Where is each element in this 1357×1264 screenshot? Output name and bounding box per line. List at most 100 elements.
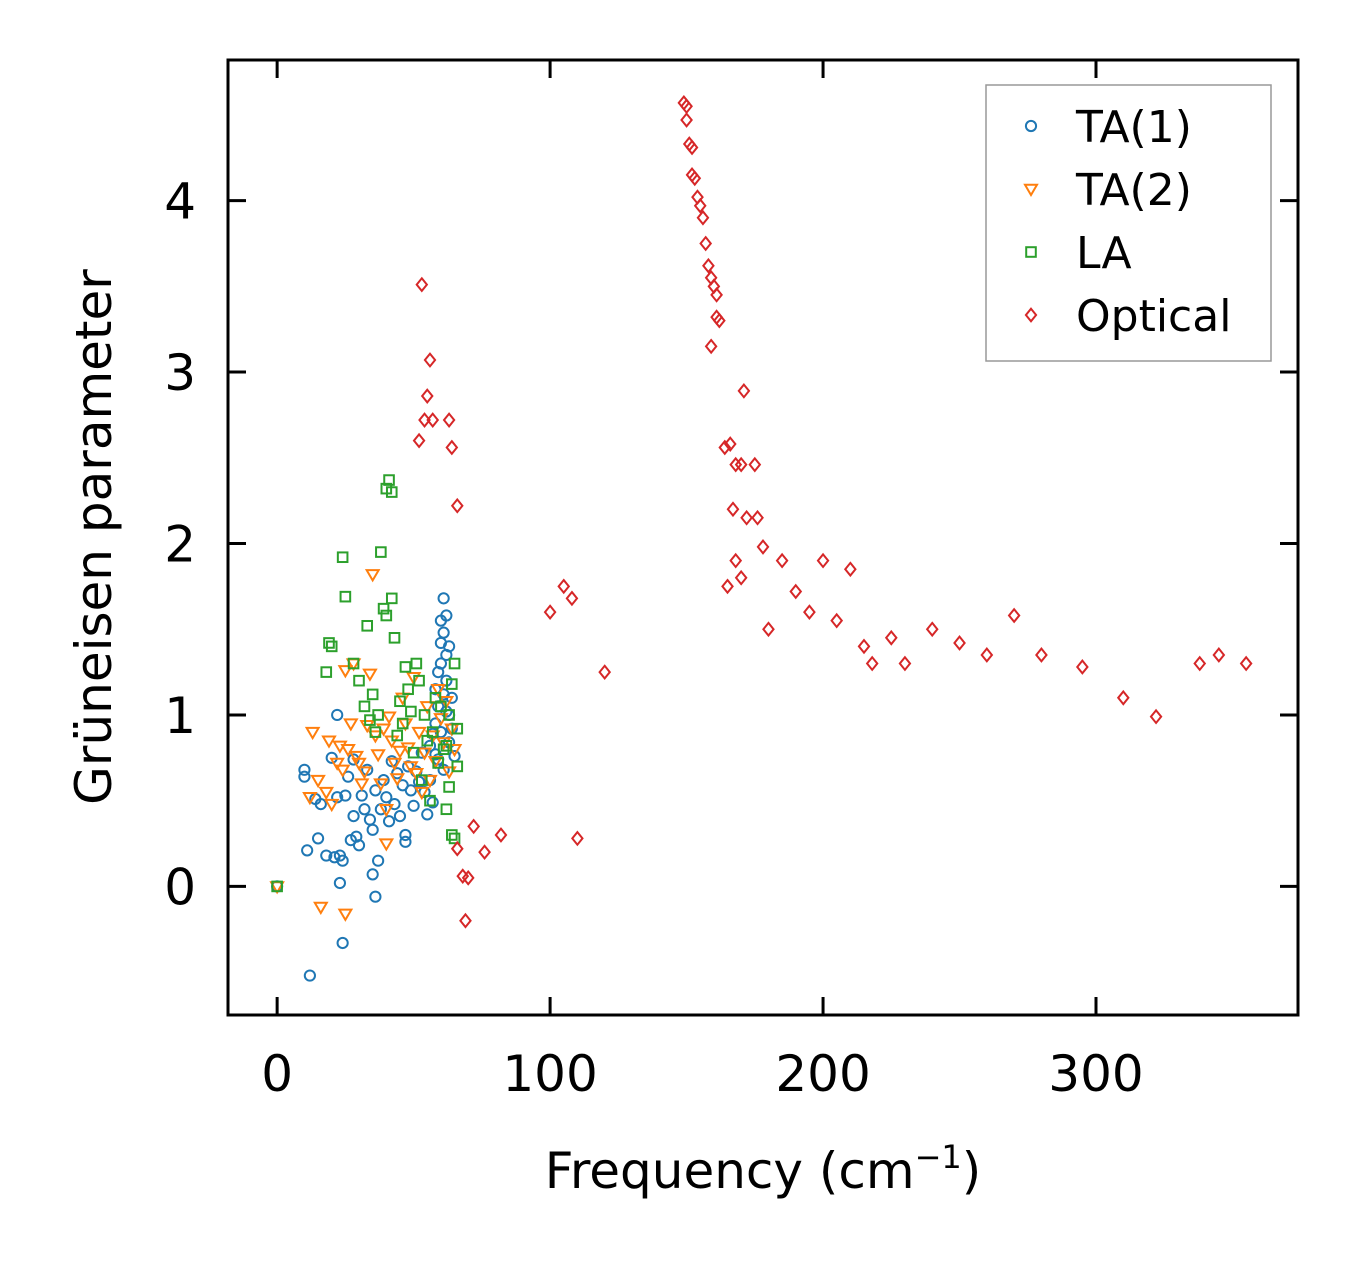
point-optical [734, 456, 748, 473]
point-optical [571, 830, 584, 847]
point-ta-1 [399, 835, 412, 848]
point-optical [734, 569, 748, 586]
point-ta-2 [386, 757, 403, 771]
point-optical [1007, 607, 1021, 624]
point-la [399, 661, 412, 673]
point-ta-2 [405, 672, 422, 686]
point-la [416, 774, 428, 786]
point-optical [494, 827, 508, 843]
point-la [380, 609, 393, 622]
point-la [394, 695, 406, 708]
point-la [375, 546, 387, 558]
point-la [339, 590, 352, 603]
point-ta-1 [382, 815, 396, 828]
point-ta-2 [414, 786, 430, 801]
point-optical [723, 436, 737, 452]
point-la [377, 602, 390, 615]
point-optical [565, 590, 579, 607]
legend-marker-ta-1 [1024, 119, 1038, 133]
point-ta-2 [411, 726, 427, 741]
x-tick-label: 200 [775, 1045, 870, 1103]
point-ta-2 [430, 684, 446, 698]
point-ta-1 [363, 813, 377, 826]
point-optical [442, 412, 456, 428]
point-ta-2 [370, 749, 386, 763]
point-la [405, 705, 417, 718]
point-la [418, 709, 431, 721]
point-optical [1239, 655, 1253, 672]
point-la [323, 637, 335, 649]
point-optical [704, 338, 718, 355]
point-ta-2 [318, 786, 335, 801]
point-ta-1 [442, 640, 456, 653]
point-optical [865, 655, 879, 672]
point-la [336, 551, 349, 564]
point-optical [702, 257, 715, 274]
point-la [383, 474, 395, 486]
point-la [443, 709, 455, 721]
point-optical [710, 287, 723, 303]
point-ta-2 [403, 761, 419, 775]
point-la [402, 683, 414, 696]
point-ta-2 [337, 665, 354, 679]
point-la [385, 592, 398, 605]
point-optical [857, 638, 871, 655]
point-la [435, 700, 447, 713]
point-optical [1075, 659, 1089, 675]
point-ta-1 [298, 763, 311, 776]
point-ta-2 [348, 750, 365, 765]
point-ta-1 [303, 969, 316, 982]
point-la [440, 803, 453, 816]
point-la [325, 640, 338, 653]
point-optical [598, 664, 612, 680]
point-ta-1 [369, 890, 382, 903]
point-ta-2 [373, 778, 389, 792]
point-optical [418, 412, 431, 428]
point-ta-1 [393, 810, 407, 823]
y-tick-label: 4 [164, 173, 196, 231]
point-ta-2 [359, 720, 375, 734]
point-ta-1 [361, 763, 374, 776]
x-axis-label: Frequency (cm−1) [545, 1138, 982, 1200]
y-tick-label: 0 [164, 858, 196, 916]
point-optical [1035, 647, 1048, 663]
legend-label-ta-1: TA(1) [1075, 102, 1192, 153]
point-ta-1 [366, 823, 379, 836]
point-optical [762, 621, 775, 638]
legend-marker-optical [1024, 307, 1038, 323]
point-la [432, 757, 444, 769]
point-ta-2 [381, 711, 397, 725]
point-ta-2 [392, 745, 408, 759]
point-ta-1 [437, 592, 450, 605]
point-optical [467, 818, 481, 835]
point-ta-1 [358, 803, 371, 816]
point-ta-1 [404, 784, 417, 797]
point-ta-1 [407, 799, 420, 812]
point-la [372, 709, 384, 721]
point-la [410, 657, 423, 670]
point-optical [415, 276, 429, 293]
point-ta-1 [301, 844, 314, 857]
legend-label-ta-2: TA(2) [1075, 165, 1192, 216]
point-ta-2 [313, 901, 329, 915]
point-optical [450, 840, 464, 857]
point-ta-2 [419, 701, 436, 715]
point-optical [461, 869, 475, 886]
point-la [391, 729, 404, 742]
x-tick-label: 100 [502, 1045, 597, 1103]
point-ta-1 [336, 936, 349, 950]
point-optical [803, 604, 816, 620]
point-optical [729, 456, 743, 473]
point-optical [843, 561, 857, 578]
point-la [443, 781, 455, 793]
point-la [388, 632, 401, 644]
point-optical [693, 197, 707, 214]
point-la [424, 794, 436, 807]
point-la [320, 666, 333, 678]
point-optical [898, 655, 912, 672]
point-optical [884, 629, 898, 646]
point-la [353, 674, 365, 687]
point-la [361, 619, 374, 632]
point-ta-1 [434, 657, 448, 670]
